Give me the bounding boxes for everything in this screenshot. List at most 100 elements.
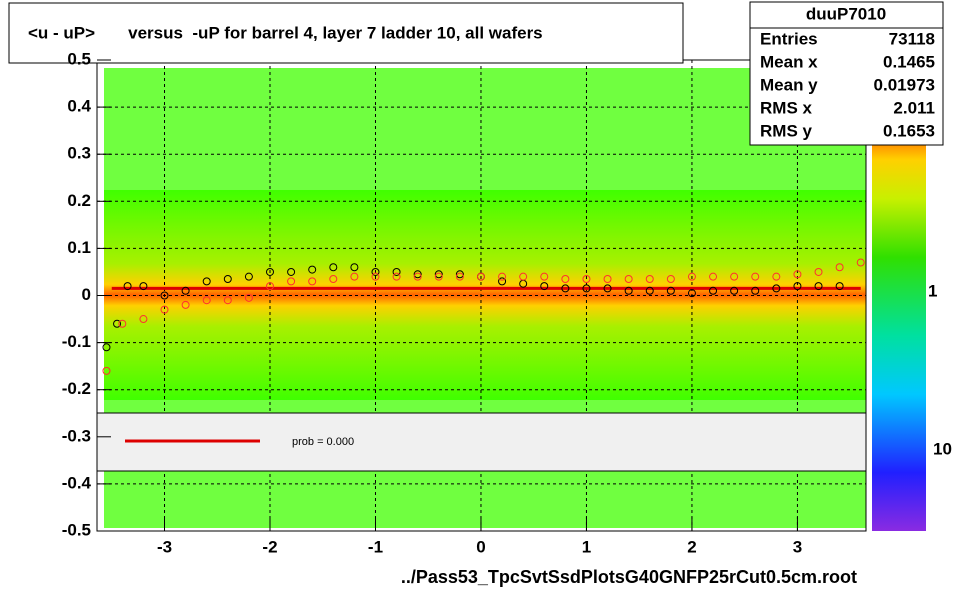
point [793,282,802,291]
point [793,270,802,279]
stats-title: duuP7010 [806,4,886,23]
point [624,275,633,284]
stats-value: 73118 [889,29,935,48]
point [582,284,591,293]
point [223,275,232,284]
palette [872,140,926,531]
x-tick-label: 3 [793,537,802,556]
point [287,277,296,286]
point [413,272,422,281]
point [265,282,274,291]
point [498,272,507,281]
point [603,284,612,293]
point [392,267,401,276]
point [645,275,654,284]
point [751,272,760,281]
x-tick-label: -2 [262,537,277,556]
point [139,282,148,291]
stats-label: Entries [760,29,818,48]
point [308,277,317,286]
x-tick-label: -1 [368,537,383,556]
stats-label: RMS x [760,98,813,117]
point [160,305,169,314]
y-tick-label: 0.5 [67,49,91,68]
point [202,296,211,305]
stats-box [749,1,944,146]
y-tick-label: 0.1 [67,238,91,257]
point [645,286,654,295]
point [329,275,338,284]
point [814,282,823,291]
y-tick-label: -0.2 [62,379,91,398]
point [265,267,274,276]
stats-value: 0.01973 [874,75,935,94]
y-tick-label: -0.1 [62,332,91,351]
point [856,258,865,267]
point [434,272,443,281]
x-tick-label: -3 [157,537,172,556]
point [814,267,823,276]
point [139,315,148,324]
stats-value: 0.1653 [883,121,935,140]
point [561,284,570,293]
point [666,275,675,284]
point [223,296,232,305]
point [181,286,190,295]
point [772,284,781,293]
point [709,272,718,281]
x-axis-label: ../Pass53_TpcSvtSsdPlotsG40GNFP25rCut0.5… [401,567,857,587]
y-tick-label: 0.4 [67,97,91,116]
title-box [8,2,684,64]
point [350,263,359,272]
point [118,319,127,328]
palette-label: 1 [928,281,937,300]
y-tick-label: -0.4 [62,473,92,492]
stats-value: 0.1465 [883,52,935,71]
y-tick-label: -0.3 [62,426,91,445]
fit-legend-text: prob = 0.000 [292,436,354,448]
point [603,275,612,284]
point [102,366,111,375]
point [413,270,422,279]
point [123,282,132,291]
y-tick-label: 0.2 [67,191,91,210]
point [624,286,633,295]
chart-title: <u - uP> versus -uP for barrel 4, layer … [28,23,543,42]
stats-label: Mean y [760,75,818,94]
point [687,272,696,281]
point [434,270,443,279]
palette-label: 10 [933,439,952,458]
point [582,275,591,284]
point [498,277,507,286]
point [371,267,380,276]
point [709,286,718,295]
point [835,282,844,291]
point [455,270,464,279]
y-tick-label: 0.3 [67,144,91,163]
point [113,319,122,328]
point [772,272,781,281]
point [835,263,844,272]
point [392,272,401,281]
point [666,286,675,295]
point [308,265,317,274]
point [181,300,190,309]
point [519,272,528,281]
point [244,272,253,281]
point [561,275,570,284]
point [687,289,696,298]
point [160,291,169,300]
point [371,272,380,281]
stats-value: 2.011 [893,98,935,117]
point [244,293,253,302]
point [476,272,485,281]
x-tick-label: 0 [476,537,485,556]
point [287,267,296,276]
stats-label: RMS y [760,121,813,140]
x-tick-label: 2 [687,537,696,556]
stats-label: Mean x [760,52,818,71]
point [730,272,739,281]
point [202,277,211,286]
